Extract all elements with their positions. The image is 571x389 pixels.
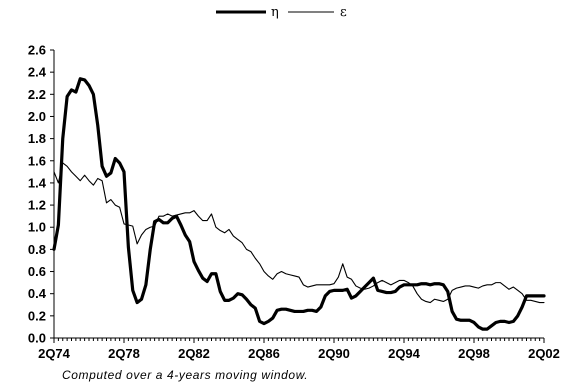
y-tick-label: 2.2	[28, 87, 46, 102]
y-tick-label: 2.0	[28, 109, 46, 124]
y-tick-label: 1.4	[28, 175, 47, 190]
series-line-eta	[52, 77, 546, 331]
y-tick-label: 0.8	[28, 242, 46, 257]
x-tick-label: 2Q94	[388, 346, 421, 361]
x-axis: 2Q74 2Q78 2Q82 2Q86 2Q90 2Q94 2Q98 2Q02	[38, 337, 560, 361]
x-tick-label: 2Q02	[528, 346, 560, 361]
series-layer	[52, 77, 546, 331]
legend-label-epsilon: ε	[340, 5, 347, 20]
y-tick-label: 0.6	[28, 264, 46, 279]
y-tick-label: 0.4	[28, 286, 47, 301]
x-tick-label: 2Q98	[458, 346, 490, 361]
y-tick-label: 1.6	[28, 153, 46, 168]
y-tick-label: 1.0	[28, 220, 46, 235]
y-tick-label: 1.8	[28, 131, 46, 146]
series-line-epsilon	[53, 162, 545, 304]
legend: η ε	[216, 5, 347, 20]
y-tick-label: 1.2	[28, 198, 46, 213]
x-tick-label: 2Q78	[108, 346, 140, 361]
x-tick-label: 2Q82	[178, 346, 210, 361]
y-tick-label: 0.2	[28, 308, 46, 323]
y-tick-label: 2.6	[28, 43, 46, 58]
y-axis: 0.0 0.2 0.4 0.6 0.8 1.0 1.2 1.4 1.6 1.8 2.0 2.2 2.4 2…	[28, 43, 55, 346]
x-tick-label: 2Q86	[248, 346, 280, 361]
x-tick-label: 2Q90	[318, 346, 350, 361]
chart-note: Computed over a 4-years moving window.	[62, 368, 308, 382]
x-tick-label: 2Q74	[38, 346, 71, 361]
legend-label-eta: η	[271, 5, 279, 20]
y-tick-label: 2.4	[28, 65, 47, 80]
y-tick-label: 0.0	[28, 331, 46, 346]
